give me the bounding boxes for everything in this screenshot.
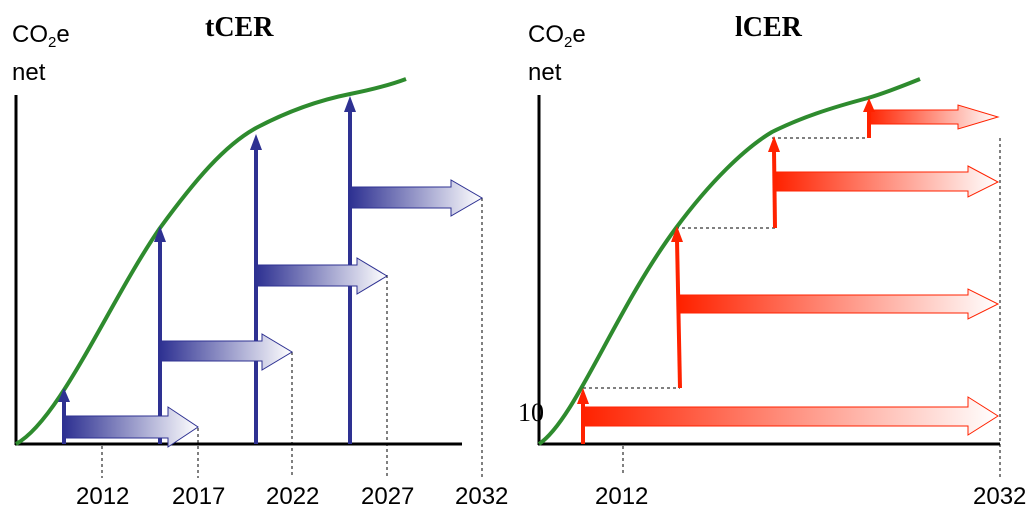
lcer-vertical-arrow xyxy=(577,388,589,444)
y-label-text: CO xyxy=(12,21,48,48)
tcer-x-tick-label: 2032 xyxy=(455,483,509,510)
lcer-panel xyxy=(537,77,1001,478)
y-label-subscript: 2 xyxy=(564,34,573,51)
y-label-suffix: e xyxy=(572,21,586,48)
tcer-panel xyxy=(14,77,483,478)
tcer-y-axis-label: CO2e xyxy=(12,22,70,56)
tcer-vertical-arrow xyxy=(250,134,262,444)
tcer-vertical-arrow xyxy=(154,226,166,444)
tcer-x-tick-label: 2027 xyxy=(361,483,415,510)
y-label-suffix: e xyxy=(56,21,70,48)
tcer-growth-curve xyxy=(15,77,407,446)
y-label-subscript: 2 xyxy=(48,34,57,51)
lcer-horizontal-arrow xyxy=(582,396,999,436)
lcer-growth-curve xyxy=(537,77,921,446)
tcer-horizontal-arrow xyxy=(159,333,293,371)
lcer-horizontal-arrow xyxy=(679,288,1000,320)
tcer-horizontal-arrow xyxy=(349,179,483,217)
tcer-x-tick-label: 2017 xyxy=(172,483,226,510)
lcer-x-tick-label: 2012 xyxy=(595,483,649,510)
lcer-vertical-arrow xyxy=(768,136,780,229)
tcer-y-axis-label-line2: net xyxy=(12,59,46,86)
tcer-title: tCER xyxy=(205,12,274,43)
lcer-vertical-arrow xyxy=(863,98,875,138)
tcer-x-tick-label: 2022 xyxy=(266,483,320,510)
tcer-horizontal-arrow xyxy=(63,406,199,448)
lcer-title: lCER xyxy=(735,12,802,43)
lcer-y-axis-label: CO2e xyxy=(528,22,586,56)
lcer-y-axis-label-line2: net xyxy=(528,59,562,86)
lcer-x-tick-label: 2032 xyxy=(973,483,1027,510)
y-label-text: CO xyxy=(528,21,564,48)
lcer-horizontal-arrow xyxy=(867,104,1000,130)
tcer-x-tick-label: 2012 xyxy=(76,483,130,510)
lcer-vertical-arrow xyxy=(671,226,683,389)
tcer-horizontal-arrow xyxy=(255,257,388,295)
lcer-horizontal-arrow xyxy=(774,165,1000,198)
